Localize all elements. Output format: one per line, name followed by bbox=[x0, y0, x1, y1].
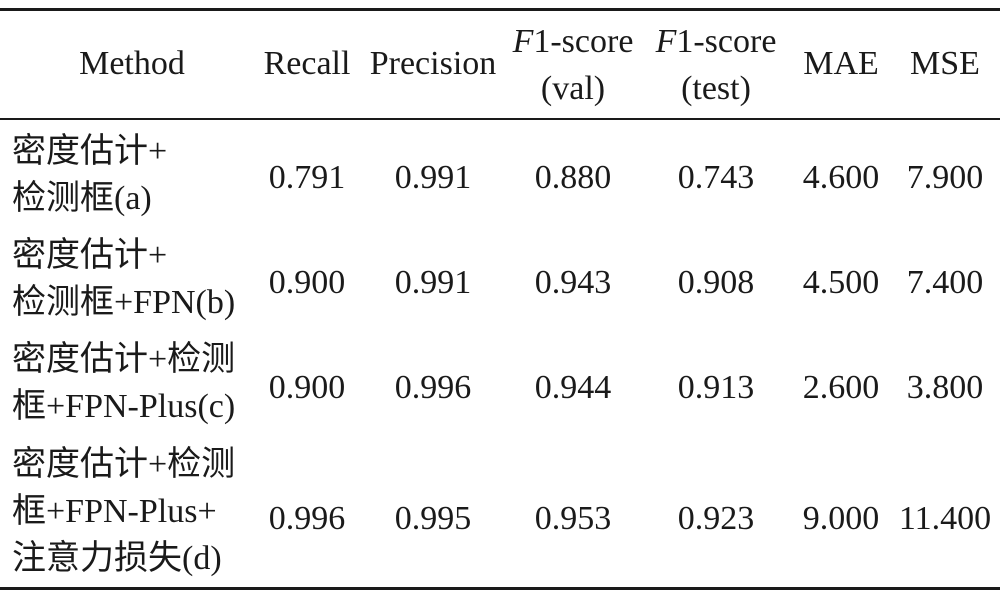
header-f1-test-sub: (test) bbox=[681, 70, 751, 107]
row-f1-val: 0.880 bbox=[534, 159, 612, 196]
row-method-line: 密度估计+检测 bbox=[12, 446, 236, 483]
row-mae: 2.600 bbox=[802, 369, 880, 406]
header-precision: Precision bbox=[369, 45, 497, 82]
header-f1-val: F1-score (val) bbox=[513, 18, 634, 112]
header-method: Method bbox=[79, 45, 185, 82]
row-mae: 4.600 bbox=[802, 159, 880, 196]
header-f1-test-italic: F bbox=[655, 23, 677, 60]
row-method-line: 框+FPN-Plus(c) bbox=[12, 388, 236, 425]
row-f1-test: 0.913 bbox=[677, 369, 755, 406]
row-precision: 0.995 bbox=[394, 500, 472, 537]
row-recall: 0.900 bbox=[268, 369, 346, 406]
header-f1-val-italic: F bbox=[512, 23, 534, 60]
row-f1-val: 0.953 bbox=[534, 500, 612, 537]
row-method-line: 注意力损失(d) bbox=[12, 540, 222, 577]
row-mse: 3.800 bbox=[906, 369, 984, 406]
row-method-line: 密度估计+检测 bbox=[12, 341, 236, 378]
header-f1-val-sub: (val) bbox=[540, 70, 606, 107]
row-f1-test: 0.908 bbox=[677, 264, 755, 301]
table-bottom-rule bbox=[0, 587, 1000, 590]
header-mse: MSE bbox=[910, 45, 980, 82]
row-f1-val: 0.944 bbox=[534, 369, 612, 406]
table-header-rule bbox=[0, 118, 1000, 120]
row-f1-test: 0.743 bbox=[677, 159, 755, 196]
row-mse: 7.400 bbox=[906, 264, 984, 301]
row-method-line: 密度估计+ bbox=[12, 133, 168, 170]
row-recall: 0.791 bbox=[268, 159, 346, 196]
row-precision: 0.996 bbox=[394, 369, 472, 406]
row-recall: 0.900 bbox=[268, 264, 346, 301]
row-precision: 0.991 bbox=[394, 264, 472, 301]
row-method: 密度估计+检测 框+FPN-Plus+ 注意力损失(d) bbox=[12, 441, 235, 582]
row-precision: 0.991 bbox=[394, 159, 472, 196]
table-top-rule bbox=[0, 8, 1000, 11]
row-mse: 7.900 bbox=[906, 159, 984, 196]
header-f1-test: F1-score (test) bbox=[656, 18, 777, 112]
row-method: 密度估计+ 检测框(a) bbox=[12, 128, 167, 222]
row-method: 密度估计+ 检测框+FPN(b) bbox=[12, 232, 235, 326]
header-f1-val-rest: 1-score bbox=[533, 23, 634, 60]
header-f1-test-rest: 1-score bbox=[676, 23, 777, 60]
row-mse: 11.400 bbox=[898, 500, 992, 537]
row-mae: 4.500 bbox=[802, 264, 880, 301]
row-method-line: 框+FPN-Plus+ bbox=[12, 493, 217, 530]
row-f1-val: 0.943 bbox=[534, 264, 612, 301]
row-method: 密度估计+检测 框+FPN-Plus(c) bbox=[12, 336, 235, 430]
row-method-line: 密度估计+ bbox=[12, 237, 168, 274]
row-f1-test: 0.923 bbox=[677, 500, 755, 537]
row-mae: 9.000 bbox=[802, 500, 880, 537]
header-mae: MAE bbox=[803, 45, 879, 82]
row-method-line: 检测框+FPN(b) bbox=[12, 284, 236, 321]
row-method-line: 检测框(a) bbox=[12, 180, 152, 217]
header-recall: Recall bbox=[263, 45, 351, 82]
row-recall: 0.996 bbox=[268, 500, 346, 537]
